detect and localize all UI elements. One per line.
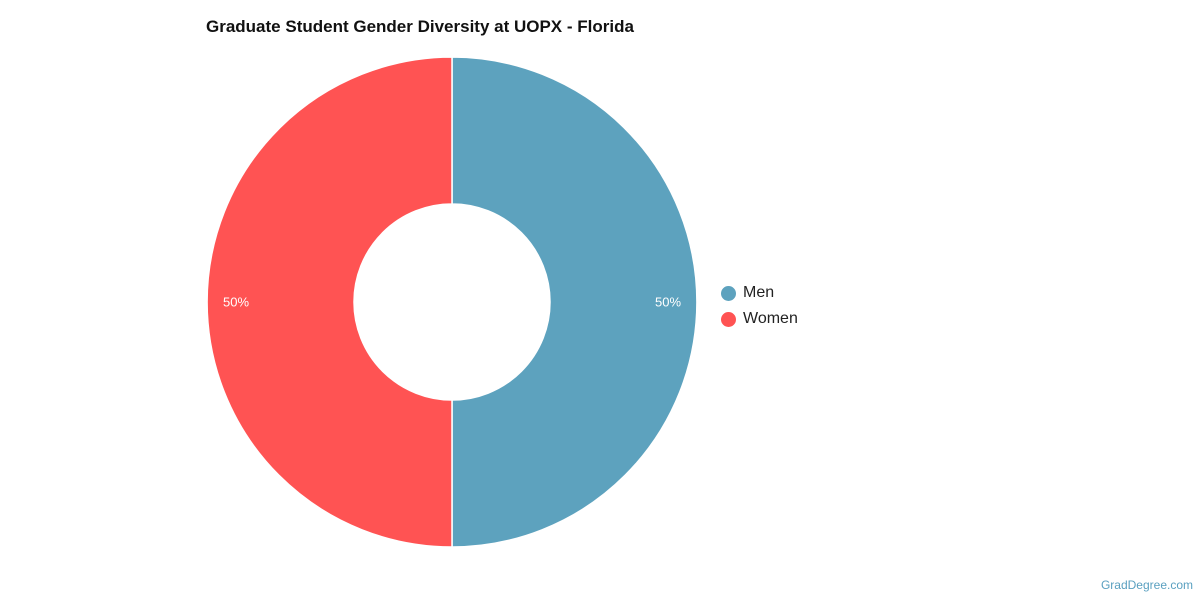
legend-swatch-men bbox=[721, 285, 736, 301]
slice-women[interactable] bbox=[206, 56, 453, 548]
source-credit[interactable]: GradDegree.com bbox=[1100, 578, 1193, 592]
legend: Men Women bbox=[721, 280, 798, 332]
legend-item-men[interactable]: Men bbox=[721, 280, 798, 306]
legend-item-women[interactable]: Women bbox=[721, 306, 798, 332]
legend-swatch-women bbox=[721, 311, 736, 327]
slice-men[interactable] bbox=[451, 56, 698, 548]
chart-title: Graduate Student Gender Diversity at UOP… bbox=[206, 17, 634, 36]
legend-label-men: Men bbox=[743, 284, 775, 301]
legend-label-women: Women bbox=[743, 310, 798, 327]
slice-label-men: 50% bbox=[655, 295, 681, 310]
slice-label-women: 50% bbox=[223, 295, 249, 310]
